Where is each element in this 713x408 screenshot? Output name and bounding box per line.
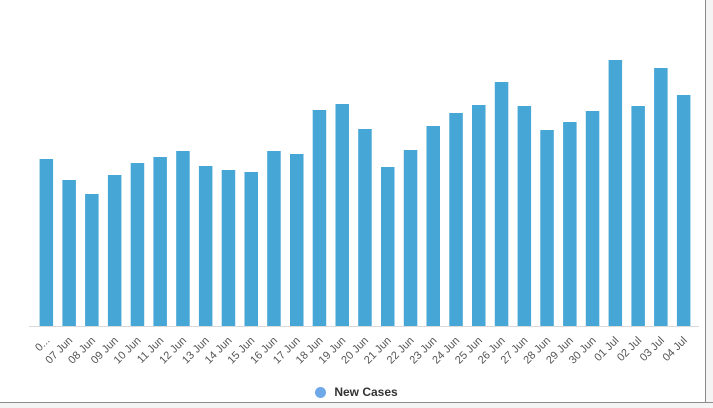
bar-4[interactable] <box>107 175 122 326</box>
bar-22[interactable] <box>517 106 532 326</box>
bar-3[interactable] <box>85 194 99 326</box>
bar-16[interactable] <box>381 167 395 326</box>
bars-group <box>39 60 691 326</box>
bar-29[interactable] <box>676 95 691 326</box>
bar-20[interactable] <box>472 105 486 326</box>
x-tick-label-27: 02 Jul <box>615 335 644 364</box>
bar-8[interactable] <box>198 166 213 326</box>
bar-23[interactable] <box>540 130 554 326</box>
bar-28[interactable] <box>654 68 668 326</box>
x-tick-label-29: 04 Jul <box>660 335 689 364</box>
bar-25[interactable] <box>585 111 600 326</box>
bar-21[interactable] <box>494 82 509 326</box>
bar-15[interactable] <box>358 129 372 326</box>
bar-14[interactable] <box>335 104 350 326</box>
window-bottom-border <box>0 402 713 403</box>
x-tick-label-28: 03 Jul <box>638 335 667 364</box>
legend-label-new-cases: New Cases <box>334 385 398 399</box>
bar-2[interactable] <box>62 180 76 326</box>
window-right-border <box>705 0 706 402</box>
window-right-shadow <box>706 0 713 408</box>
bar-12[interactable] <box>290 154 304 326</box>
bar-19[interactable] <box>449 113 463 326</box>
legend[interactable]: New Cases <box>0 385 713 399</box>
bar-24[interactable] <box>563 122 577 326</box>
bar-27[interactable] <box>631 106 645 326</box>
bar-5[interactable] <box>130 163 145 326</box>
bar-11[interactable] <box>267 151 281 326</box>
bar-13[interactable] <box>312 110 327 326</box>
legend-marker-new-cases <box>315 386 327 398</box>
bar-1[interactable] <box>39 159 54 326</box>
bar-10[interactable] <box>244 172 259 326</box>
x-tick-label-26: 01 Jul <box>592 335 621 364</box>
bar-18[interactable] <box>426 126 441 326</box>
bar-17[interactable] <box>403 150 418 326</box>
bar-6[interactable] <box>153 157 167 326</box>
window-bottom-shadow <box>0 403 713 408</box>
bar-9[interactable] <box>221 170 236 326</box>
bar-7[interactable] <box>176 151 190 326</box>
bar-26[interactable] <box>608 60 623 326</box>
